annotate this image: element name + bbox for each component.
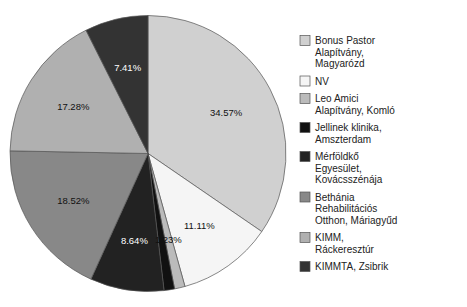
data-label: 18.52% (57, 195, 90, 206)
legend-label: KIMMTA, Zsibrik (315, 261, 389, 272)
legend-swatch (300, 76, 310, 86)
legend-swatch (300, 233, 310, 243)
legend-swatch (300, 36, 310, 46)
legend-swatch (300, 94, 310, 104)
data-label: 1.23% (155, 234, 182, 245)
data-label: 11.11% (184, 220, 215, 231)
legend-label: Bonus PastorAlapítvány,Magyarózd (315, 35, 376, 69)
legend-label: KIMM,Ráckeresztúr (315, 232, 375, 255)
legend-label: NV (315, 76, 329, 87)
chart-container: 34.57% 11.11%1.23% 8.64% 18.52% 17.28% 7.41% B… (0, 0, 467, 307)
pie (10, 16, 286, 292)
legend-entry: Leo AmiciAlapítvány, Komló (300, 93, 395, 116)
legend-entry: KIMM,Ráckeresztúr (300, 232, 375, 255)
legend-entry: KIMMTA, Zsibrik (300, 261, 389, 272)
legend: Bonus PastorAlapítvány,Magyarózd NV Leo Am… (300, 35, 397, 272)
data-labels: 34.57% 11.11%1.23% 8.64% 18.52% 17.28% 7.41% (57, 62, 243, 246)
data-label: 34.57% (210, 107, 243, 118)
legend-entry: NV (300, 76, 329, 87)
pie-slice (10, 151, 148, 279)
data-label: 8.64% (121, 235, 148, 246)
chart-svg: 34.57% 11.11%1.23% 8.64% 18.52% 17.28% 7.41% B… (0, 0, 467, 307)
data-label: 7.41% (114, 62, 141, 73)
data-label: 17.28% (57, 101, 90, 112)
legend-entry: MérföldkőEgyesület,Kovácsszénája (300, 151, 383, 185)
legend-swatch (300, 152, 310, 162)
legend-label: MérföldkőEgyesület,Kovácsszénája (315, 151, 383, 185)
legend-entry: Jellinek klinika,Amszterdam (300, 122, 382, 145)
legend-entry: Bonus PastorAlapítvány,Magyarózd (300, 35, 376, 69)
legend-label: BethániaRehabilitációsOtthon, Máriagyűd (315, 192, 397, 226)
legend-entry: BethániaRehabilitációsOtthon, Máriagyűd (300, 192, 397, 226)
legend-swatch (300, 123, 310, 133)
legend-label: Jellinek klinika,Amszterdam (315, 122, 382, 145)
legend-swatch (300, 262, 310, 272)
pie-slice (86, 16, 148, 154)
legend-swatch (300, 192, 310, 202)
legend-label: Leo AmiciAlapítvány, Komló (315, 93, 395, 116)
